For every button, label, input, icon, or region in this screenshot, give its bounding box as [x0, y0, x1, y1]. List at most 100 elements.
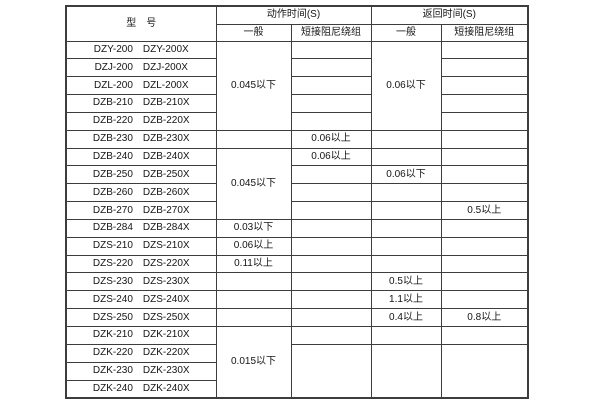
model-name: DZB-210X	[142, 97, 190, 109]
model-cell: DZB-210 DZB-210X	[65, 94, 217, 113]
table-row: DZK-240 DZK-240X	[65, 379, 528, 399]
return-short-cell	[440, 76, 529, 96]
return-general-cell	[370, 218, 442, 238]
action-short-cell: 0.06以上	[290, 147, 372, 167]
model-name: DZB-220X	[142, 115, 190, 127]
header-group-row: 型 号 动作时间(S) 返回时间(S)	[65, 5, 529, 42]
return-general-cell: 0.06以下	[370, 40, 442, 131]
model-name: DZJ-200	[94, 61, 133, 73]
return-short-cell	[440, 236, 529, 256]
table-row: DZB-240 DZB-240X 0.045以下 0.06以上	[65, 147, 529, 220]
model-cell: DZB-220 DZB-220X	[65, 111, 217, 131]
model-cell: DZB-230 DZB-230X	[65, 129, 217, 149]
return-general-cell	[370, 147, 442, 167]
table-body: DZY-200 DZY-200X 0.045以下 0.06以下 DZJ-200 DZ…	[65, 40, 529, 399]
return-short-cell	[440, 94, 529, 113]
model-name: DZB-250	[92, 168, 133, 180]
return-general-cell	[370, 236, 442, 256]
action-short-cell	[290, 326, 372, 345]
table-row: DZB-250 DZB-250X 0.06以下	[65, 165, 529, 185]
table-row: DZK-230 DZK-230X	[65, 361, 528, 381]
return-short-cell	[440, 290, 529, 310]
model-name: DZB-250X	[142, 168, 190, 180]
model-name: DZS-220X	[142, 258, 190, 270]
table-row: DZS-230 DZS-230X 0.5以上	[65, 272, 529, 292]
model-cell: DZS-250 DZS-250X	[65, 308, 217, 327]
model-cell: DZB-270 DZB-270X	[65, 201, 217, 220]
action-short-cell	[290, 40, 372, 60]
spec-table-container: 型 号 动作时间(S) 返回时间(S) 一般 短接阻尼绕组 一般 短接阻尼绕组 …	[65, 5, 529, 399]
model-name: DZB-270X	[142, 204, 190, 216]
return-short-cell	[440, 326, 529, 345]
model-name: DZS-210	[92, 240, 133, 252]
model-name: DZL-200	[94, 79, 133, 91]
table-row: DZB-230 DZB-230X 0.06以上	[65, 129, 529, 149]
action-short-cell	[290, 236, 372, 256]
return-short-cell	[440, 147, 529, 167]
action-short-cell	[290, 290, 372, 310]
return-short-cell: 0.8以上	[440, 308, 529, 327]
model-name: DZB-260	[92, 186, 133, 198]
return-short-cell	[440, 218, 529, 238]
action-short-cell	[290, 343, 372, 399]
return-short-cell	[440, 254, 529, 274]
model-name: DZS-230X	[142, 275, 190, 287]
action-short-cell	[290, 76, 372, 96]
return-short-cell: 0.5以上	[440, 201, 529, 220]
model-cell: DZK-240 DZK-240X	[65, 379, 217, 399]
model-cell: DZB-250 DZB-250X	[65, 165, 217, 185]
action-general-cell: 0.015以下	[215, 325, 292, 399]
model-cell: DZS-220 DZS-220X	[65, 254, 217, 274]
action-general-cell: 0.045以下	[215, 40, 292, 131]
table-row: DZS-210 DZS-210X 0.06以上	[65, 236, 529, 256]
action-general-cell	[215, 308, 292, 327]
model-name: DZK-240	[92, 382, 133, 394]
model-name: DZK-210	[92, 329, 133, 341]
model-cell: DZB-284 DZB-284X	[65, 218, 217, 238]
action-short-cell	[290, 94, 372, 113]
return-short-cell	[440, 58, 529, 78]
table-row: DZS-220 DZS-220X 0.11以上	[65, 254, 529, 274]
table-row: DZL-200 DZL-200X	[65, 76, 529, 96]
header-return-time: 返回时间(S)	[370, 5, 529, 25]
action-general-cell: 0.03以下	[215, 218, 292, 238]
return-general-cell	[370, 183, 442, 203]
header-model: 型 号	[65, 5, 217, 42]
model-name: DZK-230X	[142, 365, 190, 377]
model-name: DZK-240X	[142, 382, 190, 394]
model-name: DZB-240X	[142, 150, 190, 162]
table-row: DZS-240 DZS-240X 1.1以上	[65, 290, 529, 310]
return-general-cell: 0.4以上	[370, 308, 442, 327]
table-row: DZK-220 DZK-220X	[65, 343, 529, 399]
action-general-cell: 0.06以上	[215, 236, 292, 256]
model-name: DZB-210	[92, 97, 133, 109]
model-cell: DZS-230 DZS-230X	[65, 272, 217, 292]
action-short-cell	[290, 254, 372, 274]
header-sub-row: 一般 短接阻尼绕组 一般 短接阻尼绕组	[66, 23, 529, 42]
action-general-cell	[215, 129, 292, 149]
model-cell: DZK-230 DZK-230X	[65, 361, 217, 381]
action-short-cell	[290, 272, 372, 292]
action-short-cell: 0.06以上	[290, 129, 372, 149]
return-general-cell	[370, 343, 442, 399]
model-name: DZK-220X	[142, 347, 190, 359]
return-short-cell	[440, 129, 529, 149]
model-name: DZY-200X	[142, 43, 189, 55]
model-name: DZB-240	[92, 150, 133, 162]
return-general-cell	[370, 129, 442, 149]
table-row: DZK-210 DZK-210X 0.015以下	[65, 325, 529, 399]
header-action-general: 一般	[215, 23, 292, 42]
model-name: DZB-270	[92, 204, 133, 216]
header-action-short-damping: 短接阻尼绕组	[290, 23, 372, 42]
model-name: DZS-240	[92, 293, 133, 305]
model-name: DZS-250	[92, 311, 133, 323]
action-short-cell	[290, 165, 372, 185]
action-general-cell	[215, 290, 292, 310]
model-cell: DZS-210 DZS-210X	[65, 236, 217, 256]
model-cell: DZB-240 DZB-240X	[65, 147, 217, 167]
return-general-cell	[370, 201, 442, 220]
model-cell: DZJ-200 DZJ-200X	[65, 58, 217, 78]
model-cell: DZL-200 DZL-200X	[65, 76, 217, 96]
relay-spec-table: 型 号 动作时间(S) 返回时间(S) 一般 短接阻尼绕组 一般 短接阻尼绕组 …	[65, 5, 529, 399]
